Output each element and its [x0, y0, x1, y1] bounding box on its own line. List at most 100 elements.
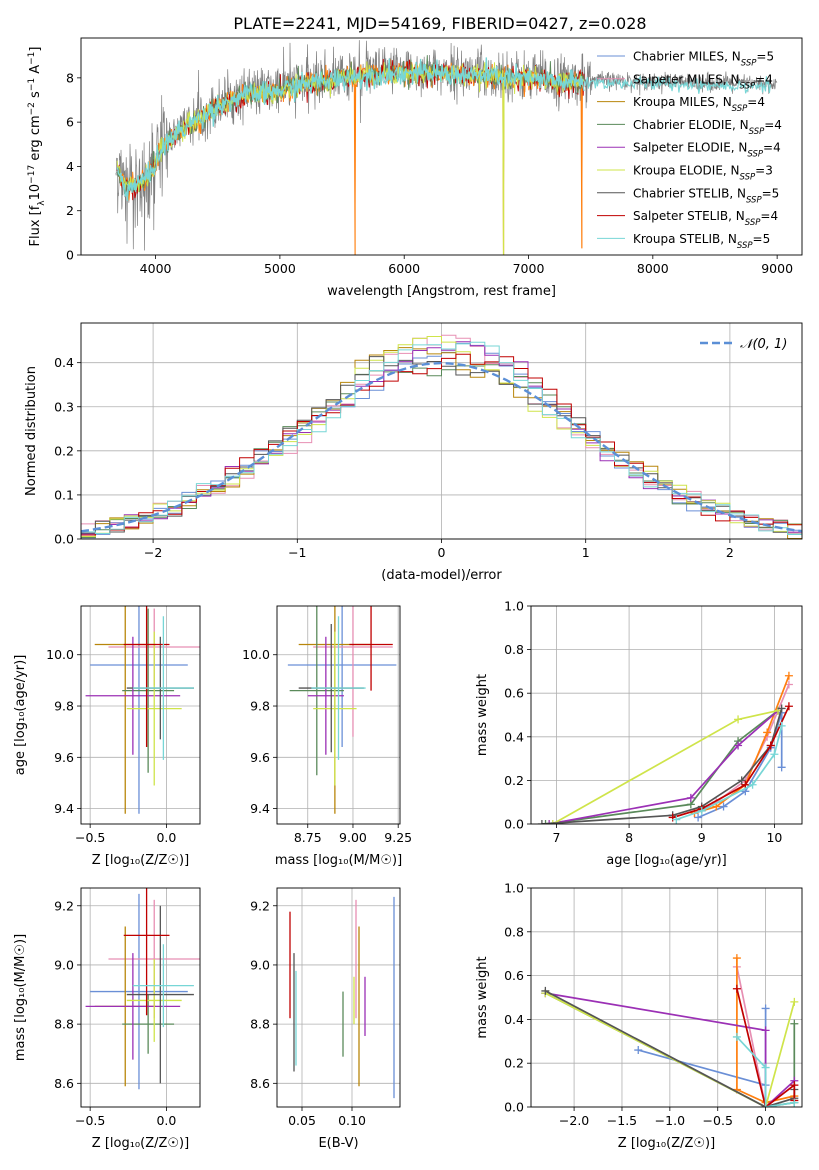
massweight_vs_Z-point-marker [790, 997, 799, 1006]
mass_vs_Z-frame [80, 887, 201, 1108]
legend-entry-sub: SSP [740, 173, 756, 183]
legend-entry-sub: SSP [747, 150, 763, 160]
massweight_vs_age-ytick-label: 0.0 [504, 817, 524, 832]
legend-entry-name: Chabrier MILES [633, 50, 724, 64]
massweight_vs_age-point-marker [545, 820, 554, 824]
age_vs_Z-ytick-label: 9.6 [54, 750, 74, 765]
massweight_vs_age-point-marker [777, 721, 786, 730]
age_vs_mass-ytick-label: 10.0 [242, 647, 270, 662]
legend-entry: Salpeter STELIB, NSSP=4 [633, 209, 778, 228]
massweight_vs_age-series-line [541, 708, 783, 824]
spectrum-ylabel-part: A [28, 65, 43, 78]
massweight_vs_Z-point-marker [761, 1004, 770, 1013]
massweight_vs_age-ytick-label: 0.6 [504, 686, 524, 701]
spectrum-ylabel-part: erg cm [28, 115, 43, 164]
legend-entry-eq: = [760, 209, 770, 223]
massweight_vs_age-point-marker [737, 776, 746, 785]
legend-entry-eq: = [747, 95, 757, 109]
massweight_vs_age-point-marker [748, 780, 757, 789]
age_vs_Z-ytick-label: 9.4 [54, 801, 74, 816]
legend-entry: Chabrier ELODIE, NSSP=4 [633, 118, 782, 137]
residual_hist-xtick-label: 2 [726, 545, 734, 560]
mass_vs_Z-xtick-label: −0.5 [75, 1113, 105, 1128]
massweight_vs_Z-point-marker [732, 1032, 741, 1041]
legend-entry-sub: SSP [741, 59, 757, 69]
spectrum-model-line [116, 61, 585, 255]
age_vs_Z-xtick-label: 0.0 [156, 830, 176, 845]
massweight_vs_Z-xtick-label: −2.0 [559, 1113, 589, 1128]
mass_vs_Z-xtick-label: 0.0 [156, 1113, 176, 1128]
legend-entry: Chabrier STELIB, NSSP=5 [633, 186, 779, 205]
age_vs_Z-frame [80, 605, 201, 825]
age_vs_mass-ytick-label: 9.8 [250, 699, 270, 714]
hist-gaussian-curve [81, 361, 802, 533]
legend-entry-prefix: , N [731, 141, 748, 155]
mass_vs_Z-axes: −0.5 0.0 8.6 8.8 9.0 9.2 [54, 888, 200, 1128]
spectrum-ylabel-part: λ [37, 200, 47, 206]
spectrum-xtick-label: 5000 [264, 261, 296, 276]
legend-entry-sub: SSP [749, 127, 765, 137]
massweight_vs_Z-ytick-label: 0.0 [504, 1100, 524, 1115]
legend-entry-prefix: , N [723, 72, 740, 86]
age_vs_mass-frame [276, 605, 401, 825]
massweight_vs_age-series-line [549, 709, 779, 824]
spectrum-xtick-label: 9000 [761, 261, 793, 276]
legend-entry-name: Salpeter ELODIE [633, 141, 731, 155]
mass_vs_ebv-plot-area [289, 896, 395, 1099]
legend-entry-nssp: 4 [773, 141, 781, 155]
massweight_vs_age-point-marker [719, 802, 728, 811]
massweight_vs_Z-point-marker [634, 1046, 643, 1055]
mass_vs_Z-ytick-label: 8.6 [54, 1076, 74, 1091]
massweight_vs_age-ytick-label: 0.2 [504, 773, 524, 788]
spectrum-xtick-label: 6000 [388, 261, 420, 276]
massweight_vs_age-xtick-label: 10 [766, 830, 782, 845]
massweight_vs_Z-ytick-label: 0.2 [504, 1056, 524, 1071]
spectrum-axes: 4000 5000 6000 7000 8000 9000 0 2 4 6 8 [66, 70, 793, 276]
legend-entry-eq: = [762, 186, 772, 200]
age_vs_mass-xtick-label: 8.75 [294, 830, 322, 845]
age_vs_mass-ytick-label: 9.6 [250, 750, 270, 765]
massweight_vs_age-point-marker [672, 815, 681, 824]
massweight_vs_age-point-marker [777, 704, 786, 713]
residual_hist-xlabel: (data-model)/error [381, 568, 502, 583]
massweight_vs_age-xtick-label: 7 [552, 830, 560, 845]
spectrum-ylabel-part: −2 [27, 102, 37, 115]
spectrum-ylabel-part: −17 [27, 165, 37, 184]
massweight_vs_age-point-marker [763, 728, 772, 737]
legend-entry-name: Salpeter STELIB [633, 209, 728, 223]
mass_vs_ebv-ytick-label: 8.8 [250, 1017, 270, 1032]
spectrum-ytick-label: 4 [66, 159, 74, 174]
age_vs_Z-ytick-label: 10.0 [46, 647, 74, 662]
age_vs_mass-axes: 8.75 9.00 9.25 9.4 9.6 9.8 10.0 [242, 606, 412, 845]
massweight_vs_Z-series-line [736, 958, 795, 1104]
spectrum-xtick-label: 7000 [513, 261, 545, 276]
massweight_vs_age-ytick-label: 0.4 [504, 729, 524, 744]
legend-entry-nssp: 5 [763, 232, 771, 246]
spectrum-ytick-label: 0 [66, 248, 74, 263]
mass_vs_ebv-ytick-label: 8.6 [250, 1076, 270, 1091]
legend-entry-eq: = [755, 72, 765, 86]
spectrum-ylabel-part: Flux [f [28, 205, 43, 246]
hist-series-step [81, 364, 802, 539]
mass_vs_ebv-ytick-label: 9.0 [250, 957, 270, 972]
massweight_vs_Z-point-marker [761, 1103, 770, 1107]
residual_hist-ytick-label: 0.3 [54, 399, 74, 414]
mass_vs_Z-ytick-label: 9.0 [54, 957, 74, 972]
massweight_vs_age-point-marker [766, 741, 775, 750]
massweight_vs_Z-xtick-label: −1.0 [655, 1113, 685, 1128]
legend-entry-name: Salpeter MILES [633, 72, 723, 86]
massweight_vs_Z-plot-area [541, 954, 799, 1107]
mass_vs_ebv-xtick-label: 0.05 [288, 1113, 316, 1128]
massweight_vs_age-plot-area [537, 671, 793, 824]
legend-entry: Chabrier MILES, NSSP=5 [633, 50, 774, 69]
legend-entry-eq: = [753, 232, 763, 246]
spectrum-ytick-label: 2 [66, 203, 74, 218]
spectrum-ylabel-part: ] [28, 47, 43, 52]
massweight_vs_Z-ylabel: mass weight [475, 956, 490, 1038]
spectrum-ylabel-part: −1 [27, 52, 37, 65]
mass_vs_Z-plot-area [85, 888, 200, 1090]
mass_vs_ebv-ytick-label: 9.2 [250, 898, 270, 913]
age_vs_Z-ylabel: age [log₁₀(age/yr)] [13, 655, 28, 776]
massweight_vs_age-point-marker [694, 813, 703, 822]
